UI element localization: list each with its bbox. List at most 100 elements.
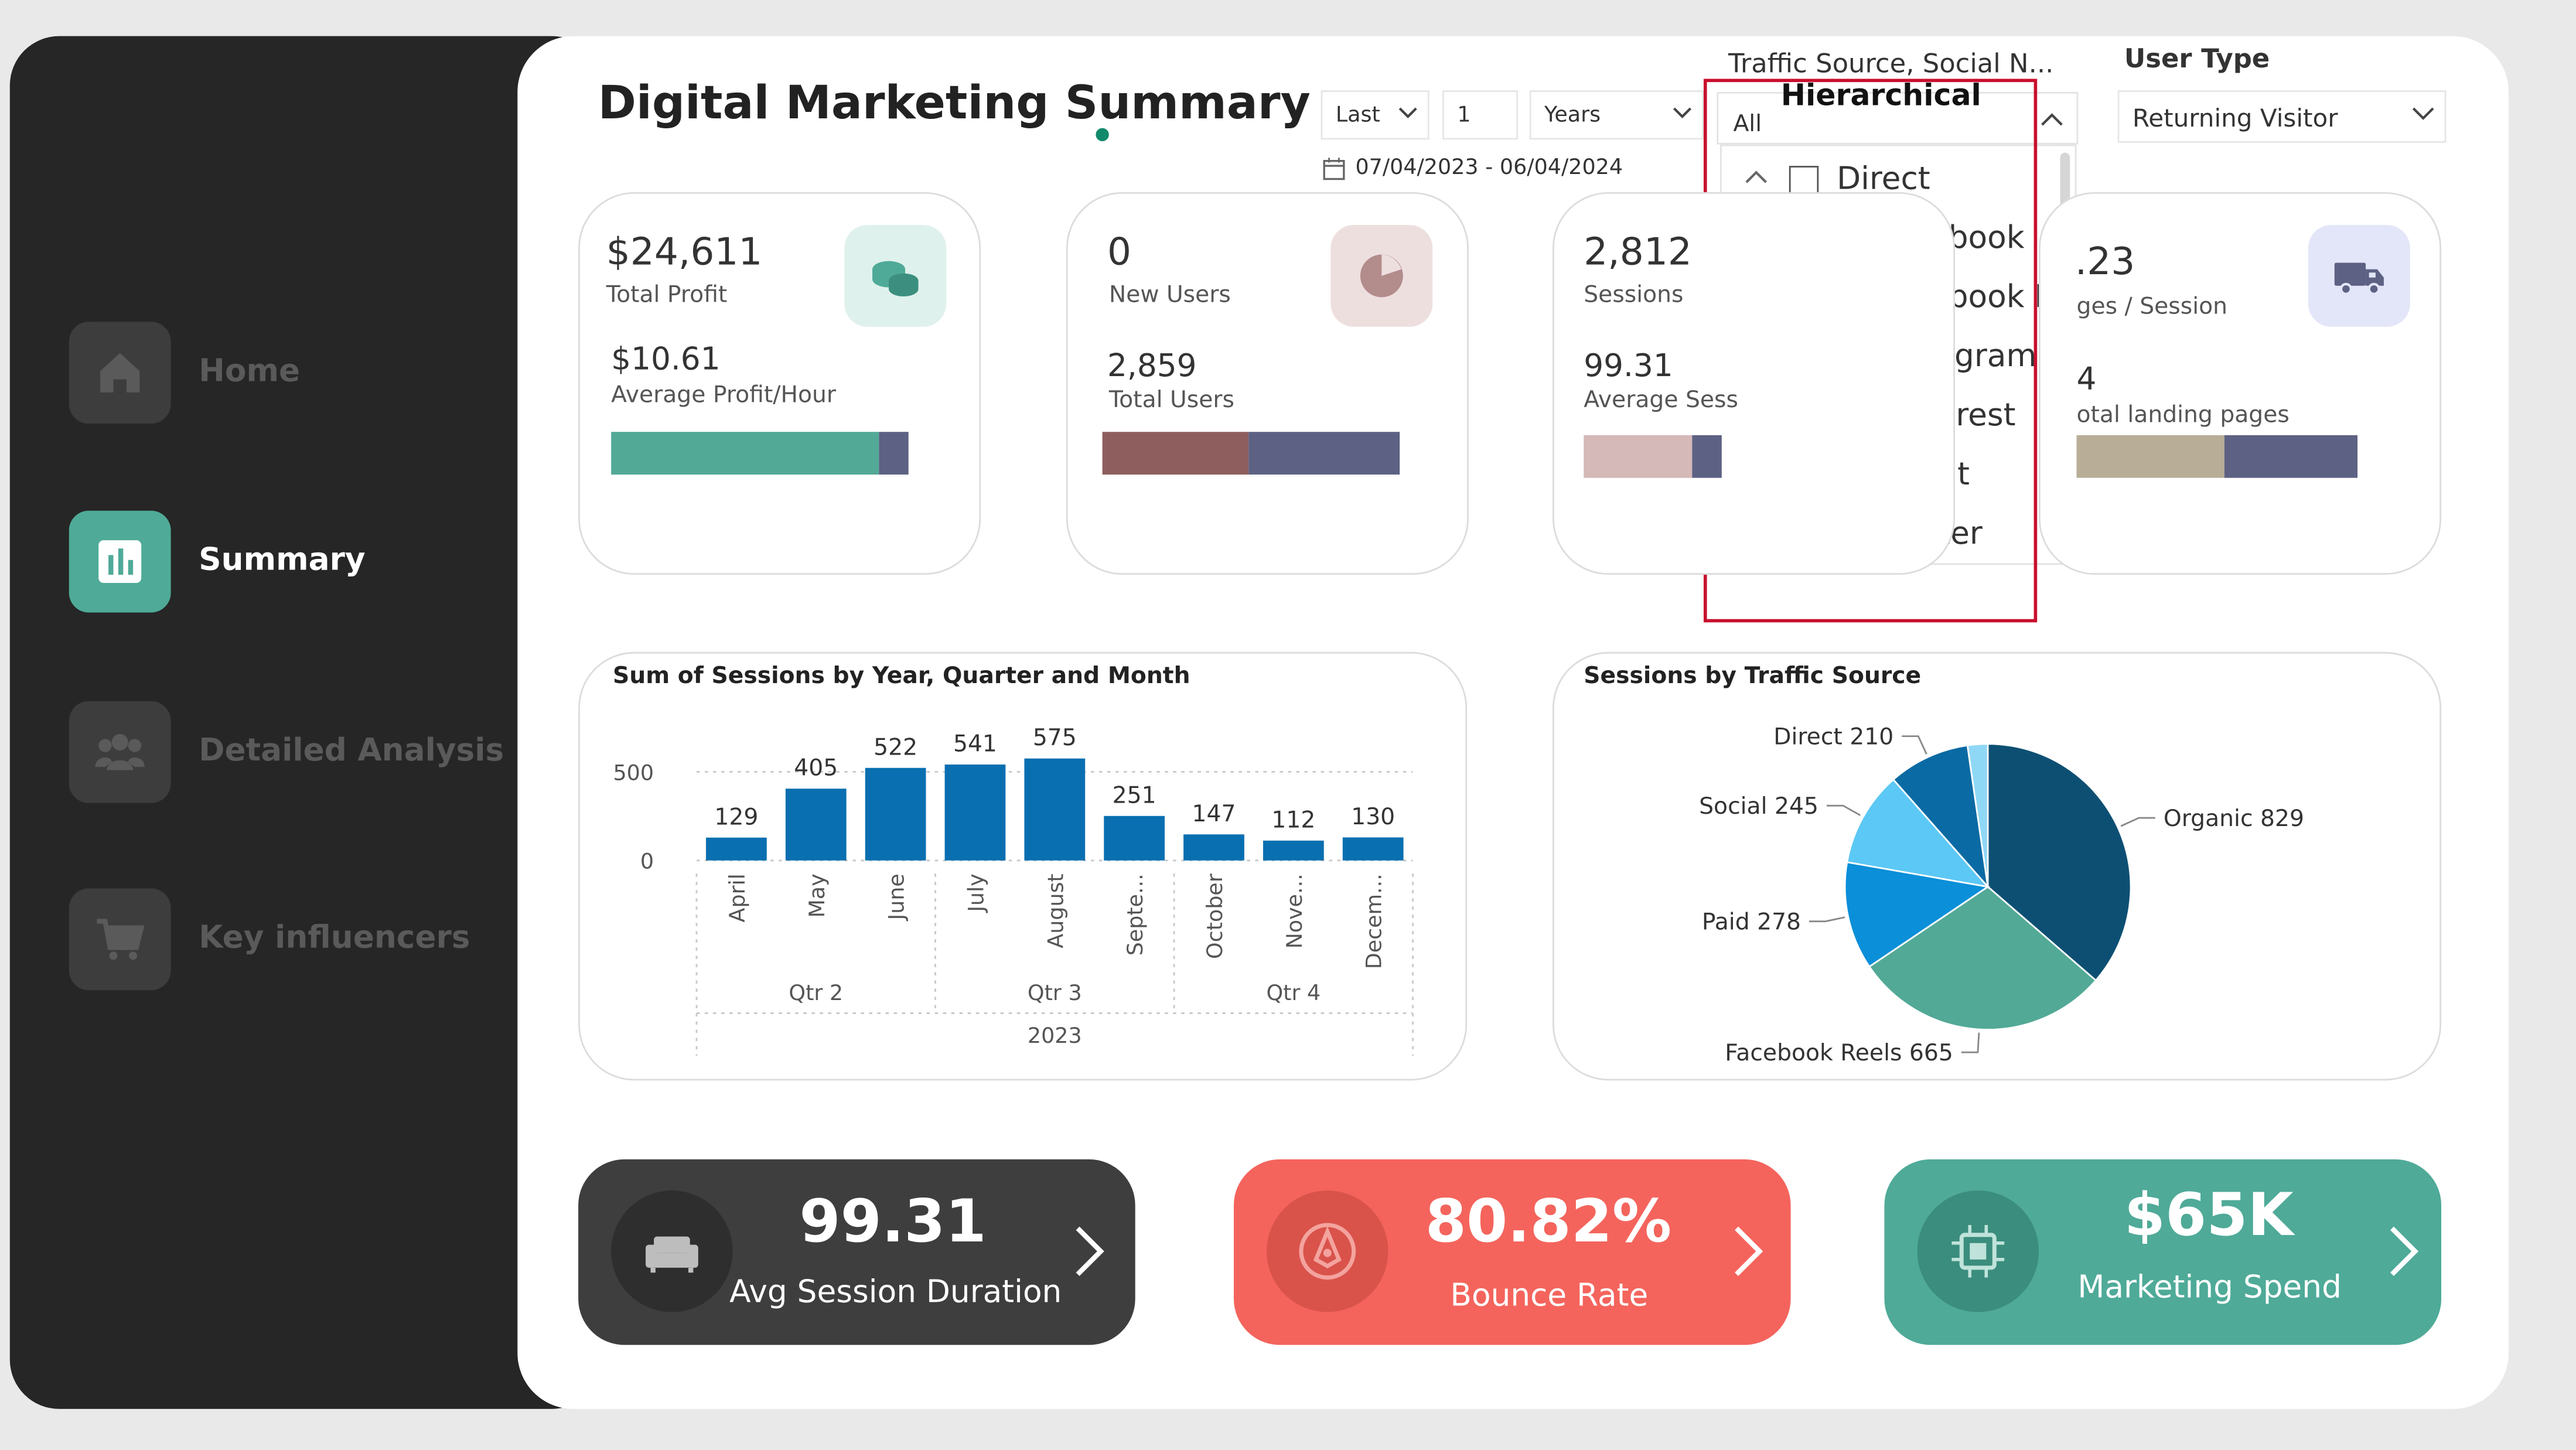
- card-value: $65K: [2124, 1182, 2294, 1250]
- kpi-label: Total Profit: [606, 282, 728, 309]
- nav-item-key-influencers[interactable]: Key influencers: [69, 888, 480, 991]
- sofa-icon: [646, 1236, 698, 1273]
- kpi-card-sessions: [1552, 192, 1956, 575]
- card-value: 99.31: [799, 1189, 987, 1257]
- pie-slice: [1868, 885, 2097, 1031]
- sessions-by-month-card: [578, 651, 1468, 1081]
- x-tick-label: August: [1043, 874, 1068, 948]
- card-icon-circle: [1267, 1190, 1388, 1312]
- kpi-sub-value: 99.31: [1584, 348, 1673, 384]
- pen-icon: [1299, 1223, 1356, 1280]
- bar: [944, 764, 1006, 861]
- x-tick-label: Nove...: [1282, 874, 1307, 949]
- kpi-ratio-bar: [611, 432, 909, 475]
- date-count-input[interactable]: 1: [1442, 90, 1519, 140]
- pie-slice: [1844, 861, 1990, 968]
- slice-label: Direct 210: [1773, 724, 1893, 750]
- bounce-rate-card[interactable]: 80.82% Bounce Rate: [1233, 1159, 1791, 1345]
- kpi-bar-segment: [1248, 432, 1400, 475]
- collapse-chevron-icon[interactable]: [1745, 169, 1768, 184]
- nav-item-label: Home: [199, 353, 301, 390]
- pie-slice: [1892, 744, 1990, 890]
- kpi-bar-segment: [611, 432, 879, 475]
- relative-date-select[interactable]: Last: [1321, 90, 1429, 140]
- y-tick-label: 500: [613, 760, 654, 785]
- leader-line: [1902, 735, 1927, 755]
- nav-item-summary[interactable]: Summary: [69, 510, 480, 613]
- kpi-bar-segment: [1692, 435, 1722, 478]
- slice-label: Facebook Reels 665: [1725, 1040, 1953, 1066]
- nav-item-label: Summary: [199, 541, 366, 578]
- user-type-select[interactable]: Returning Visitor: [2117, 90, 2447, 143]
- kpi-sub-label: Average Sess: [1584, 387, 1738, 414]
- traffic-filter-label: Traffic Source, Social N...: [1728, 47, 2054, 79]
- leader-line: [1809, 916, 1845, 923]
- slice-label: Organic 829: [2164, 806, 2304, 832]
- truck-icon: [2334, 262, 2384, 295]
- bar: [706, 837, 767, 861]
- card-label: Marketing Spend: [2077, 1269, 2342, 1306]
- slice-label: Social 245: [1699, 793, 1818, 820]
- data-label: 541: [953, 731, 997, 758]
- cart-icon: [97, 919, 145, 960]
- kpi-bar-segment: [878, 432, 909, 475]
- user-type-label: User Type: [2124, 42, 2270, 74]
- card-icon-circle: [611, 1190, 733, 1312]
- kpi-bar-segment: [2076, 435, 2224, 478]
- chevron-right-icon: [1735, 1226, 1763, 1277]
- kpi-bar-segment: [2224, 435, 2358, 478]
- nav-item-detailed-analysis[interactable]: Detailed Analysis: [69, 701, 504, 803]
- kpi-icon-box: [2308, 225, 2410, 327]
- nav-item-home[interactable]: Home: [69, 322, 480, 424]
- data-label: 522: [874, 734, 917, 760]
- date-unit-value: Years: [1544, 103, 1601, 128]
- data-label: 575: [1033, 725, 1077, 751]
- kpi-sub-value: 2,859: [1107, 348, 1197, 384]
- marketing-spend-card[interactable]: $65K Marketing Spend: [1884, 1159, 2442, 1345]
- bar: [785, 789, 847, 861]
- nav-icon-box: [69, 510, 171, 613]
- kpi-sub-label: Average Profit/Hour: [611, 383, 837, 409]
- cursor-dot: [1096, 128, 1109, 142]
- x-tick-label: Decem...: [1362, 874, 1387, 969]
- nav-icon-box: [69, 322, 171, 424]
- kpi-label: New Users: [1108, 282, 1231, 309]
- sessions-pie-chart: Organic 829 Facebook Reels 665 Paid 278 Soc…: [1699, 724, 2304, 1067]
- card-icon-circle: [1917, 1190, 2039, 1312]
- sessions-bar-chart: 500 0 129 April 405 May 522 June 541 July 575 Augus…: [613, 725, 1414, 1056]
- calendar-icon: [1323, 158, 1345, 180]
- bar: [1342, 837, 1404, 861]
- chevron-right-icon: [2390, 1226, 2419, 1277]
- date-unit-select[interactable]: Years: [1529, 90, 1704, 140]
- chevron-down-icon: [2412, 107, 2434, 120]
- pie-slice: [1846, 778, 1990, 888]
- leader-line: [1961, 1032, 1980, 1053]
- avg-session-duration-card[interactable]: 99.31 Avg Session Duration: [578, 1159, 1135, 1345]
- leader-line: [1826, 804, 1861, 816]
- chevron-right-icon: [1076, 1226, 1104, 1277]
- leader-line: [2120, 817, 2155, 827]
- x-tick-label: Septe...: [1122, 874, 1148, 956]
- kpi-icon-box: [1330, 225, 1433, 327]
- kpi-value: .23: [2075, 241, 2135, 284]
- chevron-down-icon: [1398, 107, 1417, 118]
- card-value: 80.82%: [1425, 1189, 1672, 1257]
- kpi-value: 0: [1107, 231, 1132, 275]
- x-tick-label: May: [804, 874, 830, 917]
- data-label: 129: [714, 804, 758, 830]
- checkbox-direct[interactable]: [1789, 166, 1819, 196]
- slicer-item-direct[interactable]: Direct: [1837, 161, 1930, 197]
- chart-title: Sum of Sessions by Year, Quarter and Mon…: [612, 663, 1190, 690]
- chart-title: Sessions by Traffic Source: [1584, 663, 1922, 690]
- quarter-label: Qtr 2: [789, 980, 843, 1005]
- kpi-label: ges / Session: [2076, 294, 2228, 320]
- chevron-down-icon: [1673, 107, 1692, 118]
- traffic-filter-dropdown[interactable]: All: [1717, 91, 2079, 145]
- pie-slice: [1987, 743, 2132, 982]
- kpi-value: $24,611: [606, 231, 763, 275]
- date-range: 07/04/2023 - 06/04/2024: [1355, 156, 1623, 181]
- kpi-ratio-bar: [1102, 432, 1400, 475]
- kpi-bar-segment: [1102, 432, 1248, 475]
- bar: [1183, 834, 1244, 861]
- kpi-sub-label: Total Users: [1108, 387, 1234, 414]
